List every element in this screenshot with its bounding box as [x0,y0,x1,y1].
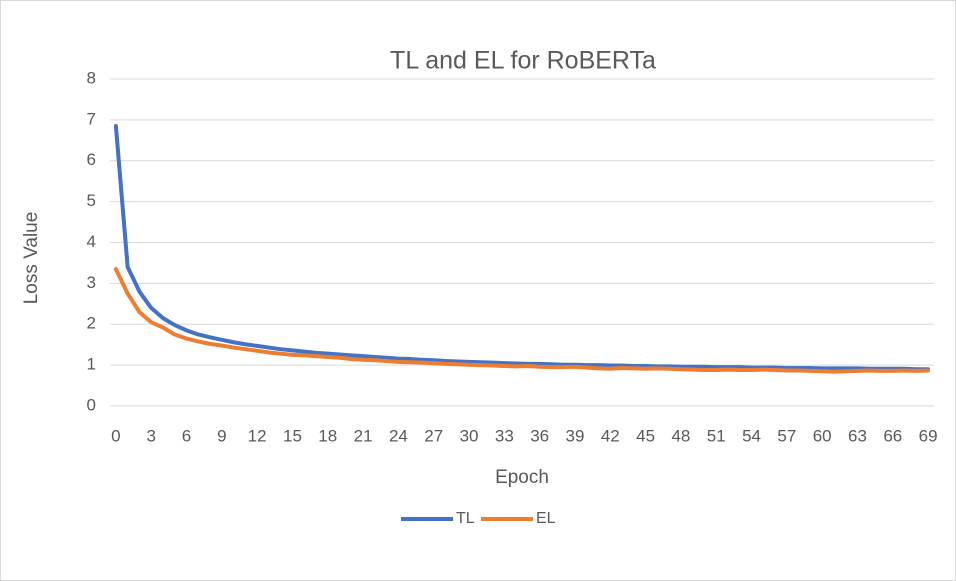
y-axis-label: Loss Value [21,212,42,305]
x-tick-label: 69 [919,426,938,445]
x-tick-label: 12 [248,426,267,445]
line-series [113,267,931,374]
y-tick-label: 0 [87,395,96,414]
x-tick-label: 21 [354,426,373,445]
x-tick-label: 48 [671,426,690,445]
x-tick-label: 63 [848,426,867,445]
x-tick-label: 60 [813,426,832,445]
y-tick-label: 3 [87,273,96,292]
x-tick-label: 36 [530,426,549,445]
x-tick-label: 18 [318,426,337,445]
x-tick-label: 6 [182,426,191,445]
y-tick-label: 4 [87,232,96,251]
x-tick-label: 33 [495,426,514,445]
legend-label: EL [536,510,556,527]
x-tick-label: 24 [389,426,408,445]
y-tick-label: 8 [87,68,96,87]
x-tick-label: 27 [424,426,443,445]
x-axis-label: Epoch [495,467,549,488]
y-tick-label: 2 [87,314,96,333]
y-tick-label: 1 [87,355,96,374]
x-tick-label: 15 [283,426,302,445]
x-tick-label: 42 [601,426,620,445]
chart-title: TL and EL for RoBERTa [390,47,656,75]
y-tick-label: 6 [87,150,96,169]
x-tick-label: 45 [636,426,655,445]
x-tick-label: 0 [111,426,120,445]
line-series [113,124,931,372]
x-tick-label: 54 [742,426,761,445]
x-tick-label: 57 [777,426,796,445]
legend-label: TL [456,510,475,527]
x-tick-label: 39 [566,426,585,445]
y-tick-label: 7 [87,109,96,128]
x-tick-label: 9 [217,426,226,445]
x-tick-label: 30 [460,426,479,445]
y-tick-label: 5 [87,191,96,210]
x-tick-label: 66 [883,426,902,445]
x-tick-label: 51 [707,426,726,445]
x-tick-label: 3 [146,426,155,445]
